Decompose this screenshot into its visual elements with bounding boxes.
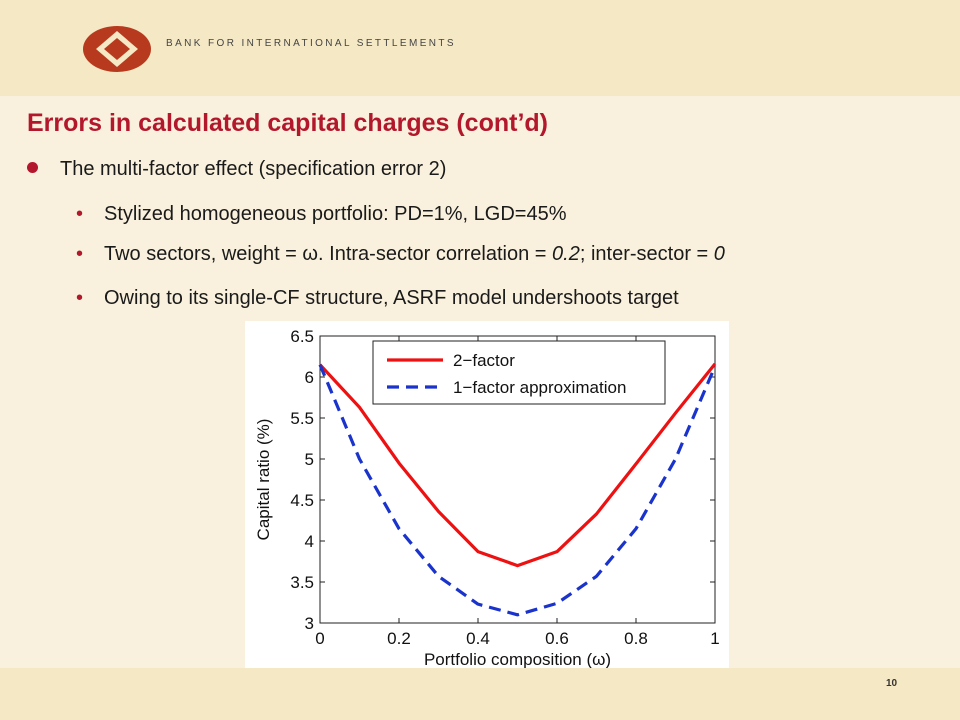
y-tick-label: 3.5 [290,573,314,592]
x-tick-label: 1 [710,629,719,648]
y-tick-label: 5 [305,450,314,469]
x-tick-label: 0.4 [466,629,490,648]
legend-label-1: 2−factor [453,351,515,370]
legend-box [372,340,666,405]
header-band: BANK FOR INTERNATIONAL SETTLEMENTS [0,0,960,96]
subbullet-text: Stylized homogeneous portfolio: PD=1%, L… [104,203,567,225]
bullet-dot-icon [27,162,38,173]
subbullet-text: Owing to its single-CF structure, ASRF m… [104,287,679,309]
y-tick-label: 6.5 [290,327,314,346]
x-axis-label: Portfolio composition (ω) [424,650,611,669]
capital-ratio-chart: 0 0.2 0.4 0.6 0.8 1 3 3.5 4 4.5 5 5.5 6 6.5 Portfolio … [254,327,720,669]
y-tick-label: 4 [305,532,314,551]
subbullet-sectors: • Two sectors, weight = ω. Intra-sector c… [76,243,725,266]
page-number: 10 [886,678,898,689]
y-tick-label: 4.5 [290,491,314,510]
y-tick-label: 3 [305,614,314,633]
chart-panel: 0 0.2 0.4 0.6 0.8 1 3 3.5 4 4.5 5 5.5 6 6.5 Portfolio … [245,321,729,683]
subbullet-portfolio: • Stylized homogeneous portfolio: PD=1%, … [76,203,567,226]
series-line-1 [318,362,717,568]
series-line-2 [318,364,717,617]
bullet-text: The multi-factor effect (specification e… [60,158,447,180]
y-tick-label: 5.5 [290,409,314,428]
bullet-mark-icon: • [76,243,84,265]
brand-name: BANK FOR INTERNATIONAL SETTLEMENTS [166,38,456,49]
subbullet-text-b: 0.2 [552,243,580,265]
subbullet-asrf: • Owing to its single-CF structure, ASRF … [76,287,679,310]
x-tick-label: 0 [315,629,324,648]
bis-logo-icon [83,26,151,72]
footer-band [0,668,960,720]
bullet-mark-icon: • [76,203,84,225]
subbullet-text-d: 0 [713,243,725,265]
x-tick-label: 0.2 [387,629,411,648]
slide-title: Errors in calculated capital charges (co… [27,109,548,137]
y-tick-label: 6 [305,368,314,387]
bullet-multi-factor: The multi-factor effect (specification e… [27,158,446,181]
plot-frame [319,335,716,624]
x-tick-label: 0.6 [545,629,569,648]
legend-label-2: 1−factor approximation [453,378,626,397]
subbullet-text-a: Two sectors, weight = ω. Intra-sector co… [104,243,553,265]
y-axis-label: Capital ratio (%) [254,419,273,541]
bullet-mark-icon: • [76,287,84,309]
subbullet-text-c: ; inter-sector = [579,243,714,265]
x-tick-label: 0.8 [624,629,648,648]
